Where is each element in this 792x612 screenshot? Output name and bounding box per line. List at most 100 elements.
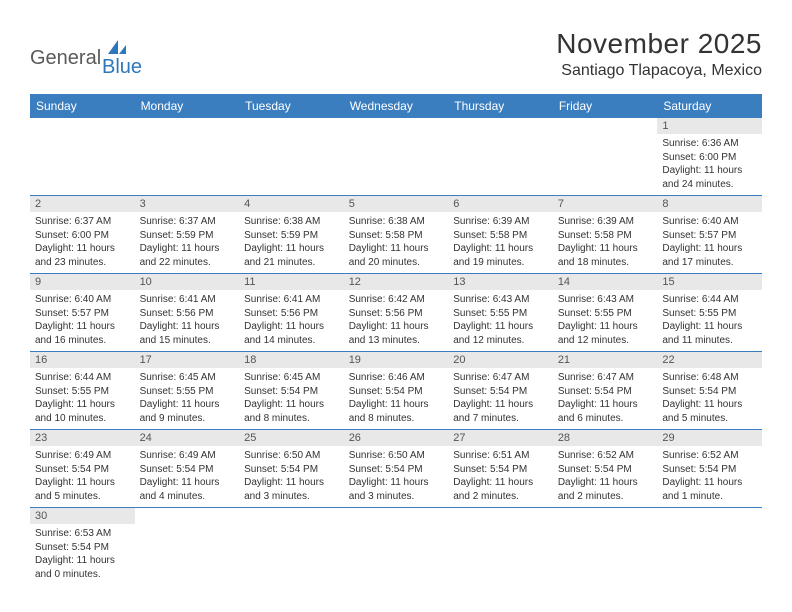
daylight-text: Daylight: 11 hours and 2 minutes.	[453, 476, 548, 503]
sunrise-text: Sunrise: 6:49 AM	[35, 449, 130, 463]
day-number: 4	[239, 196, 344, 212]
daylight-text: Daylight: 11 hours and 6 minutes.	[558, 398, 653, 425]
daylight-text: Daylight: 11 hours and 7 minutes.	[453, 398, 548, 425]
day-number: 17	[135, 352, 240, 368]
day-number: 28	[553, 430, 658, 446]
day-number: 15	[657, 274, 762, 290]
daylight-text: Daylight: 11 hours and 15 minutes.	[140, 320, 235, 347]
daylight-text: Daylight: 11 hours and 9 minutes.	[140, 398, 235, 425]
sunrise-text: Sunrise: 6:40 AM	[662, 215, 757, 229]
calendar-cell: 1Sunrise: 6:36 AMSunset: 6:00 PMDaylight…	[657, 118, 762, 196]
daylight-text: Daylight: 11 hours and 12 minutes.	[453, 320, 548, 347]
day-details: Sunrise: 6:40 AMSunset: 5:57 PMDaylight:…	[30, 290, 135, 351]
calendar-cell: 15Sunrise: 6:44 AMSunset: 5:55 PMDayligh…	[657, 274, 762, 352]
sunset-text: Sunset: 5:55 PM	[453, 307, 548, 321]
sunrise-text: Sunrise: 6:41 AM	[140, 293, 235, 307]
sunset-text: Sunset: 5:54 PM	[453, 385, 548, 399]
day-details: Sunrise: 6:36 AMSunset: 6:00 PMDaylight:…	[657, 134, 762, 195]
daylight-text: Daylight: 11 hours and 20 minutes.	[349, 242, 444, 269]
day-number: 18	[239, 352, 344, 368]
logo-text-general: General	[30, 47, 101, 70]
sunset-text: Sunset: 5:54 PM	[662, 385, 757, 399]
day-header-row: Sunday Monday Tuesday Wednesday Thursday…	[30, 94, 762, 118]
day-details: Sunrise: 6:53 AMSunset: 5:54 PMDaylight:…	[30, 524, 135, 585]
sunrise-text: Sunrise: 6:49 AM	[140, 449, 235, 463]
sunrise-text: Sunrise: 6:47 AM	[453, 371, 548, 385]
logo-text-blue: Blue	[102, 56, 142, 79]
calendar-cell: 21Sunrise: 6:47 AMSunset: 5:54 PMDayligh…	[553, 352, 658, 430]
sunset-text: Sunset: 6:00 PM	[662, 151, 757, 165]
sunrise-text: Sunrise: 6:39 AM	[558, 215, 653, 229]
daylight-text: Daylight: 11 hours and 14 minutes.	[244, 320, 339, 347]
day-number: 25	[239, 430, 344, 446]
calendar-cell: 7Sunrise: 6:39 AMSunset: 5:58 PMDaylight…	[553, 196, 658, 274]
calendar-table: Sunday Monday Tuesday Wednesday Thursday…	[30, 94, 762, 585]
day-number: 22	[657, 352, 762, 368]
day-details: Sunrise: 6:41 AMSunset: 5:56 PMDaylight:…	[135, 290, 240, 351]
calendar-cell	[553, 118, 658, 196]
day-header: Sunday	[30, 94, 135, 118]
calendar-cell	[30, 118, 135, 196]
sunset-text: Sunset: 5:55 PM	[662, 307, 757, 321]
sunrise-text: Sunrise: 6:43 AM	[558, 293, 653, 307]
day-details: Sunrise: 6:52 AMSunset: 5:54 PMDaylight:…	[657, 446, 762, 507]
day-number: 3	[135, 196, 240, 212]
calendar-cell: 29Sunrise: 6:52 AMSunset: 5:54 PMDayligh…	[657, 430, 762, 508]
day-header: Wednesday	[344, 94, 449, 118]
day-number: 11	[239, 274, 344, 290]
day-number: 5	[344, 196, 449, 212]
day-details: Sunrise: 6:48 AMSunset: 5:54 PMDaylight:…	[657, 368, 762, 429]
day-details: Sunrise: 6:41 AMSunset: 5:56 PMDaylight:…	[239, 290, 344, 351]
sunset-text: Sunset: 5:56 PM	[349, 307, 444, 321]
calendar-cell: 30Sunrise: 6:53 AMSunset: 5:54 PMDayligh…	[30, 508, 135, 586]
day-number: 9	[30, 274, 135, 290]
daylight-text: Daylight: 11 hours and 5 minutes.	[662, 398, 757, 425]
sunrise-text: Sunrise: 6:42 AM	[349, 293, 444, 307]
sunrise-text: Sunrise: 6:39 AM	[453, 215, 548, 229]
calendar-cell: 26Sunrise: 6:50 AMSunset: 5:54 PMDayligh…	[344, 430, 449, 508]
sunrise-text: Sunrise: 6:38 AM	[244, 215, 339, 229]
sunrise-text: Sunrise: 6:50 AM	[349, 449, 444, 463]
calendar-cell	[448, 508, 553, 586]
daylight-text: Daylight: 11 hours and 13 minutes.	[349, 320, 444, 347]
day-details: Sunrise: 6:44 AMSunset: 5:55 PMDaylight:…	[30, 368, 135, 429]
daylight-text: Daylight: 11 hours and 2 minutes.	[558, 476, 653, 503]
calendar-cell	[344, 508, 449, 586]
calendar-cell	[448, 118, 553, 196]
day-details: Sunrise: 6:45 AMSunset: 5:54 PMDaylight:…	[239, 368, 344, 429]
location: Santiago Tlapacoya, Mexico	[556, 62, 762, 80]
day-details: Sunrise: 6:39 AMSunset: 5:58 PMDaylight:…	[448, 212, 553, 273]
daylight-text: Daylight: 11 hours and 3 minutes.	[349, 476, 444, 503]
calendar-week-row: 16Sunrise: 6:44 AMSunset: 5:55 PMDayligh…	[30, 352, 762, 430]
day-number: 27	[448, 430, 553, 446]
day-details: Sunrise: 6:37 AMSunset: 6:00 PMDaylight:…	[30, 212, 135, 273]
sunrise-text: Sunrise: 6:41 AM	[244, 293, 339, 307]
day-details: Sunrise: 6:46 AMSunset: 5:54 PMDaylight:…	[344, 368, 449, 429]
daylight-text: Daylight: 11 hours and 1 minute.	[662, 476, 757, 503]
daylight-text: Daylight: 11 hours and 11 minutes.	[662, 320, 757, 347]
day-number: 24	[135, 430, 240, 446]
daylight-text: Daylight: 11 hours and 23 minutes.	[35, 242, 130, 269]
sunset-text: Sunset: 5:59 PM	[244, 229, 339, 243]
sunset-text: Sunset: 5:54 PM	[35, 463, 130, 477]
sunset-text: Sunset: 5:55 PM	[558, 307, 653, 321]
sunrise-text: Sunrise: 6:50 AM	[244, 449, 339, 463]
calendar-cell: 11Sunrise: 6:41 AMSunset: 5:56 PMDayligh…	[239, 274, 344, 352]
calendar-week-row: 23Sunrise: 6:49 AMSunset: 5:54 PMDayligh…	[30, 430, 762, 508]
day-details: Sunrise: 6:40 AMSunset: 5:57 PMDaylight:…	[657, 212, 762, 273]
calendar-cell	[553, 508, 658, 586]
daylight-text: Daylight: 11 hours and 8 minutes.	[349, 398, 444, 425]
sunrise-text: Sunrise: 6:45 AM	[140, 371, 235, 385]
daylight-text: Daylight: 11 hours and 10 minutes.	[35, 398, 130, 425]
month-title: November 2025	[556, 28, 762, 60]
day-number: 7	[553, 196, 658, 212]
day-number: 29	[657, 430, 762, 446]
daylight-text: Daylight: 11 hours and 16 minutes.	[35, 320, 130, 347]
daylight-text: Daylight: 11 hours and 3 minutes.	[244, 476, 339, 503]
calendar-cell: 20Sunrise: 6:47 AMSunset: 5:54 PMDayligh…	[448, 352, 553, 430]
calendar-week-row: 9Sunrise: 6:40 AMSunset: 5:57 PMDaylight…	[30, 274, 762, 352]
calendar-cell: 28Sunrise: 6:52 AMSunset: 5:54 PMDayligh…	[553, 430, 658, 508]
title-block: November 2025 Santiago Tlapacoya, Mexico	[556, 28, 762, 80]
daylight-text: Daylight: 11 hours and 4 minutes.	[140, 476, 235, 503]
sunset-text: Sunset: 5:56 PM	[140, 307, 235, 321]
